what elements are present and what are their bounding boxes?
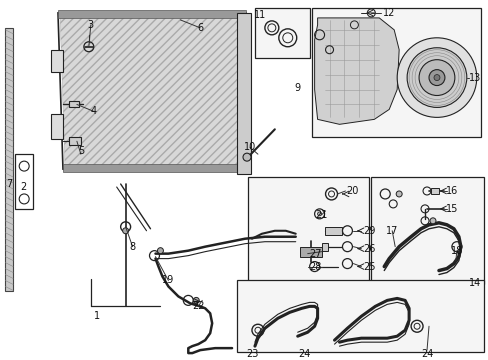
- Text: 13: 13: [468, 73, 480, 82]
- Bar: [69, 102, 79, 107]
- Text: 15: 15: [445, 204, 457, 214]
- Text: 24: 24: [420, 349, 432, 359]
- Bar: [15, 154, 33, 209]
- Bar: [370, 177, 483, 284]
- Circle shape: [433, 75, 439, 81]
- Text: 28: 28: [309, 262, 321, 271]
- Text: 27: 27: [309, 249, 321, 258]
- Polygon shape: [60, 15, 244, 167]
- Text: 9: 9: [294, 82, 300, 93]
- Text: 25: 25: [362, 262, 375, 271]
- Text: 4: 4: [91, 107, 97, 116]
- Text: 23: 23: [245, 349, 258, 359]
- Text: 3: 3: [87, 20, 94, 30]
- Circle shape: [407, 48, 466, 107]
- Text: 11: 11: [253, 10, 265, 20]
- Bar: [430, 188, 438, 194]
- Bar: [69, 137, 81, 145]
- Bar: [254, 8, 309, 58]
- Text: 1: 1: [94, 311, 100, 321]
- Circle shape: [396, 38, 476, 117]
- Text: 19: 19: [162, 275, 174, 285]
- Polygon shape: [314, 18, 398, 124]
- Bar: [51, 50, 63, 72]
- Circle shape: [317, 212, 321, 216]
- Text: 6: 6: [197, 23, 203, 33]
- Text: 29: 29: [363, 226, 375, 236]
- Circle shape: [157, 248, 163, 254]
- Bar: [321, 243, 327, 251]
- Text: 18: 18: [450, 246, 462, 256]
- Text: 5: 5: [78, 146, 84, 156]
- Bar: [324, 227, 342, 235]
- Circle shape: [418, 60, 454, 95]
- Bar: [237, 13, 250, 174]
- Bar: [311, 8, 480, 137]
- Circle shape: [243, 153, 250, 161]
- Circle shape: [122, 228, 128, 234]
- Text: 12: 12: [382, 8, 395, 18]
- Bar: [247, 177, 368, 284]
- Text: 16: 16: [445, 186, 457, 196]
- Text: 20: 20: [346, 186, 358, 196]
- Bar: [237, 280, 483, 352]
- Text: 26: 26: [363, 244, 375, 254]
- Circle shape: [193, 297, 199, 303]
- Bar: [58, 10, 245, 18]
- Circle shape: [395, 191, 401, 197]
- Text: 8: 8: [129, 242, 135, 252]
- Text: 14: 14: [468, 279, 480, 288]
- Text: 22: 22: [192, 301, 204, 311]
- Text: 24: 24: [298, 349, 310, 359]
- Text: 21: 21: [315, 210, 327, 220]
- Text: 17: 17: [385, 226, 398, 236]
- Bar: [63, 164, 244, 172]
- Text: 10: 10: [244, 142, 256, 152]
- Bar: [299, 247, 321, 257]
- Circle shape: [428, 69, 444, 86]
- Bar: [51, 114, 63, 139]
- Text: 7: 7: [6, 179, 12, 189]
- Circle shape: [429, 218, 435, 224]
- Text: 2: 2: [20, 182, 26, 192]
- Bar: [5, 28, 13, 292]
